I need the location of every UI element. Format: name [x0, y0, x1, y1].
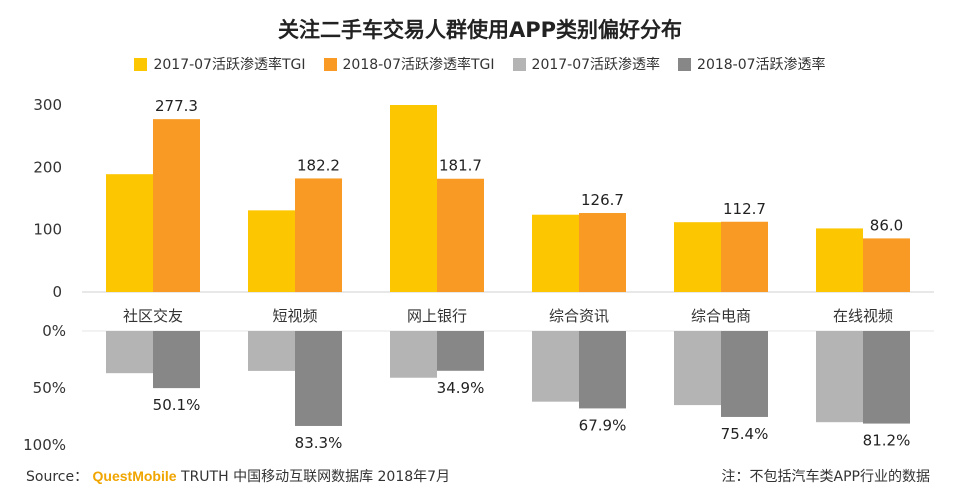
bar-tgi-2017 — [674, 222, 721, 292]
legend-label-tgi-2018: 2018-07活跃渗透率TGI — [342, 57, 495, 73]
bar-pen-2018 — [721, 331, 768, 417]
data-label-tgi-2018: 182.2 — [297, 156, 340, 174]
bar-tgi-2018 — [153, 119, 200, 293]
x-tick-label: 社区交友 — [123, 307, 183, 325]
bar-tgi-2017 — [248, 210, 295, 292]
bar-pen-2017 — [248, 331, 295, 371]
data-label-pen-2018: 75.4% — [721, 425, 769, 443]
source-line: Source： QuestMobile TRUTH 中国移动互联网数据库 201… — [26, 466, 450, 486]
legend-swatch-pen-2017 — [512, 57, 526, 71]
legend: 2017-07活跃渗透率TGI 2018-07活跃渗透率TGI 2017-07活… — [0, 54, 960, 74]
bar-pen-2017 — [106, 331, 153, 374]
data-label-pen-2018: 67.9% — [579, 416, 627, 434]
x-tick-label: 短视频 — [272, 307, 317, 325]
y-tick-label-pct: 50% — [33, 379, 66, 397]
data-label-pen-2018: 50.1% — [153, 396, 201, 414]
data-label-tgi-2018: 86.0 — [870, 216, 903, 234]
data-label-tgi-2018: 277.3 — [155, 97, 198, 115]
bar-tgi-2018 — [579, 213, 626, 292]
bar-pen-2018 — [153, 331, 200, 389]
y-tick-label-pct: 0% — [42, 322, 66, 340]
y-tick-label: 300 — [33, 96, 62, 114]
legend-swatch-tgi-2017 — [134, 57, 148, 71]
legend-item-pen-2018: 2018-07活跃渗透率 — [678, 54, 826, 74]
legend-swatch-tgi-2018 — [323, 57, 337, 71]
x-tick-label: 网上银行 — [407, 307, 467, 325]
legend-swatch-pen-2018 — [678, 57, 692, 71]
bar-tgi-2018 — [721, 221, 768, 292]
y-tick-label: 0 — [52, 283, 62, 301]
bar-pen-2017 — [390, 331, 437, 378]
bar-tgi-2017 — [816, 228, 863, 292]
x-tick-label: 在线视频 — [833, 307, 893, 325]
brand-logo-text: QuestMobile — [92, 468, 177, 484]
bar-tgi-2017 — [532, 214, 579, 292]
bar-pen-2018 — [295, 331, 342, 426]
legend-label-pen-2017: 2017-07活跃渗透率 — [531, 57, 661, 73]
bar-pen-2017 — [816, 331, 863, 423]
data-label-pen-2018: 83.3% — [295, 434, 343, 452]
data-label-pen-2018: 34.9% — [437, 379, 485, 397]
legend-label-pen-2018: 2018-07活跃渗透率 — [697, 57, 826, 73]
bar-tgi-2018 — [863, 238, 910, 292]
x-tick-label: 综合电商 — [691, 307, 751, 325]
y-tick-label-pct: 100% — [23, 436, 66, 454]
bar-pen-2017 — [532, 331, 579, 402]
legend-label-tgi-2017: 2017-07活跃渗透率TGI — [153, 57, 306, 73]
source-label: Source： — [26, 469, 89, 485]
y-tick-label: 200 — [33, 158, 62, 176]
source-text: TRUTH 中国移动互联网数据库 2018年7月 — [181, 469, 451, 485]
bar-pen-2018 — [863, 331, 910, 424]
bar-pen-2017 — [674, 331, 721, 406]
legend-item-pen-2017: 2017-07活跃渗透率 — [512, 54, 661, 74]
data-label-tgi-2018: 126.7 — [581, 191, 624, 209]
bar-tgi-2017 — [106, 174, 153, 292]
bar-tgi-2018 — [437, 178, 484, 292]
footnote: 注：不包括汽车类APP行业的数据 — [721, 469, 930, 485]
bar-pen-2018 — [437, 331, 484, 371]
data-label-tgi-2018: 181.7 — [439, 157, 482, 175]
data-label-pen-2018: 81.2% — [863, 432, 911, 450]
bar-pen-2018 — [579, 331, 626, 409]
legend-item-tgi-2018: 2018-07活跃渗透率TGI — [323, 54, 495, 74]
x-tick-label: 综合资讯 — [549, 307, 609, 325]
chart-title: 关注二手车交易人群使用APP类别偏好分布 — [277, 18, 683, 42]
legend-item-tgi-2017: 2017-07活跃渗透率TGI — [134, 54, 306, 74]
bar-tgi-2018 — [295, 178, 342, 292]
data-label-tgi-2018: 112.7 — [723, 200, 766, 218]
y-tick-label: 100 — [33, 221, 62, 239]
bar-tgi-2017 — [390, 105, 437, 292]
